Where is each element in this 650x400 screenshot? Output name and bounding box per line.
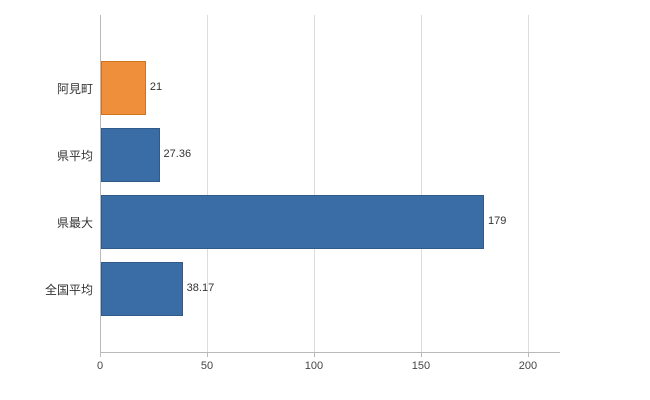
vertical-gridline xyxy=(313,15,315,352)
y-axis-line xyxy=(100,15,101,352)
x-axis-tick-label: 0 xyxy=(96,360,104,372)
x-axis-tick xyxy=(527,352,529,357)
bar xyxy=(101,262,183,316)
bar-value-label: 38.17 xyxy=(186,282,215,294)
bar-value-label: 21 xyxy=(149,81,163,93)
x-axis-tick xyxy=(420,352,422,357)
x-axis-tick xyxy=(206,352,208,357)
category-label: 阿見町 xyxy=(56,82,93,96)
vertical-gridline xyxy=(206,15,208,352)
x-axis-tick-label: 100 xyxy=(304,360,324,372)
vertical-gridline xyxy=(527,15,529,352)
vertical-gridline xyxy=(420,15,422,352)
x-axis-tick-label: 50 xyxy=(200,360,214,372)
x-axis-tick xyxy=(100,352,101,357)
bar-value-label: 179 xyxy=(487,215,507,227)
category-label: 県最大 xyxy=(56,216,93,230)
x-axis-tick-label: 150 xyxy=(411,360,431,372)
category-label: 全国平均 xyxy=(44,283,93,297)
category-label: 県平均 xyxy=(56,149,93,163)
bar xyxy=(101,61,146,115)
bar xyxy=(101,195,484,249)
bar-value-label: 27.36 xyxy=(163,148,192,160)
x-axis-tick xyxy=(313,352,315,357)
bar xyxy=(101,128,160,182)
x-axis-tick-label: 200 xyxy=(518,360,538,372)
x-axis-line xyxy=(100,352,560,353)
